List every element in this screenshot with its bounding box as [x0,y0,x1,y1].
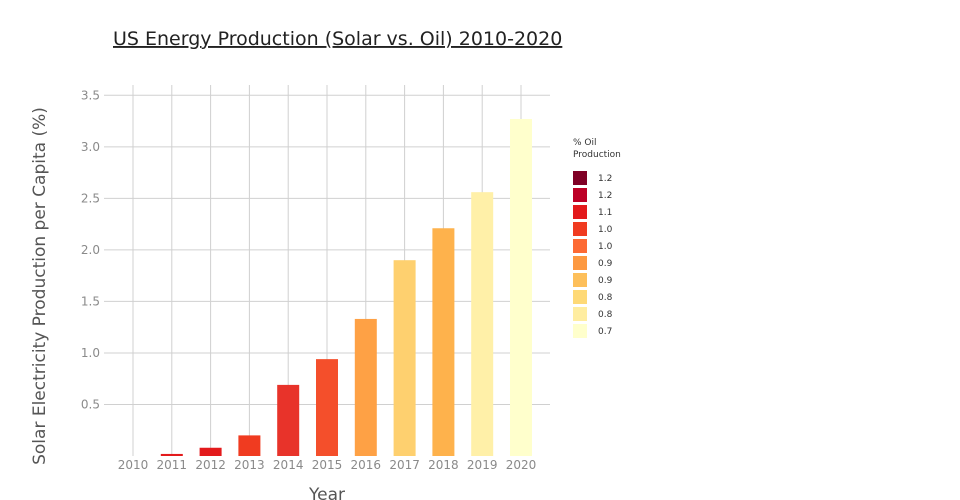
x-tick-label: 2013 [234,458,265,472]
y-tick-label: 0.5 [81,397,100,411]
legend-swatch [573,171,587,185]
bar [510,119,532,456]
legend-swatch [573,273,587,287]
bar [432,228,455,456]
legend-label: 1.1 [598,208,612,218]
bar [199,447,222,456]
y-tick-label: 2.0 [81,243,100,257]
bar [471,192,494,456]
x-tick-label: 2012 [195,458,226,472]
y-tick-label: 2.5 [81,191,100,205]
legend-label: 0.8 [598,293,613,303]
x-tick-label: 2017 [389,458,420,472]
legend-label: 1.0 [598,225,613,235]
x-axis-title: Year [308,485,345,500]
y-tick-labels: 0.5 1.0 1.5 2.0 2.5 3.0 3.5 [81,88,100,411]
y-tick-label: 3.5 [81,88,100,102]
legend-swatch [573,307,587,321]
x-tick-label: 2016 [351,458,382,472]
legend-items: 1.2 1.2 1.1 1.0 1.0 0.9 0.9 0.8 0.8 0.7 [573,171,613,338]
x-tick-label: 2015 [312,458,343,472]
legend-swatch [573,290,587,304]
legend-swatch [573,205,587,219]
legend-label: 0.8 [598,310,613,320]
bar [277,384,300,456]
x-tick-labels: 2010 2011 2012 2013 2014 2015 2016 2017 2018 2019… [118,458,537,472]
legend-title-line2: Production [573,150,621,160]
legend-title-line1: % Oil [573,138,597,148]
legend-label: 1.2 [598,174,612,184]
legend-swatch [573,188,587,202]
legend-swatch [573,222,587,236]
legend: % Oil Production 1.2 1.2 1.1 1.0 1.0 0.9 0.9 0.… [573,138,621,338]
bar [238,435,261,456]
bars-layer [160,119,532,456]
y-tick-label: 3.0 [81,140,100,154]
y-tick-label: 1.5 [81,294,100,308]
x-tick-label: 2014 [273,458,304,472]
x-tick-label: 2011 [157,458,188,472]
bar [160,453,183,456]
y-tick-label: 1.0 [81,346,100,360]
y-axis-title: Solar Electricity Production per Capita … [30,107,50,465]
legend-label: 1.0 [598,242,613,252]
bar [393,260,416,456]
x-tick-label: 2020 [506,458,537,472]
chart-title: US Energy Production (Solar vs. Oil) 201… [113,28,562,50]
legend-swatch [573,239,587,253]
bar [354,318,377,456]
bar [316,359,338,456]
x-tick-label: 2010 [118,458,149,472]
x-tick-label: 2019 [467,458,498,472]
legend-swatch [573,324,587,338]
legend-swatch [573,256,587,270]
legend-label: 0.7 [598,327,612,337]
legend-label: 0.9 [598,259,613,269]
legend-label: 1.2 [598,191,612,201]
legend-label: 0.9 [598,276,613,286]
x-tick-label: 2018 [428,458,459,472]
